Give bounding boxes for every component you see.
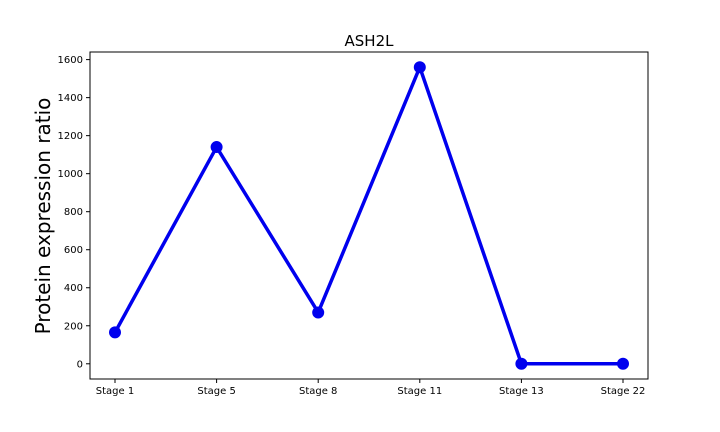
- data-point: [210, 141, 223, 154]
- data-point: [312, 306, 325, 319]
- x-tick-label: Stage 1: [96, 386, 134, 397]
- x-tick-label: Stage 8: [299, 386, 337, 397]
- y-tick-label: 400: [64, 283, 83, 294]
- data-point: [109, 326, 121, 339]
- x-axis-ticks: Stage 1 Stage 5 Stage 8 Stage 11 Stage 13 Sta…: [96, 379, 646, 397]
- plot-area-frame: [89, 51, 649, 380]
- y-tick-label: 0: [77, 359, 83, 370]
- y-tick-label: 200: [64, 321, 83, 332]
- series-layer: [109, 61, 629, 370]
- y-axis-ticks: 0 200 400 600 800 1000 1200 1400 1600: [58, 55, 90, 370]
- y-tick-label: 1600: [58, 55, 83, 66]
- series-line: [113, 62, 623, 366]
- data-point: [617, 357, 629, 370]
- data-point: [413, 61, 426, 74]
- y-tick-label: 1400: [58, 93, 83, 104]
- y-tick-label: 1200: [58, 131, 83, 142]
- y-tick-label: 800: [64, 207, 83, 218]
- data-point: [515, 357, 528, 370]
- x-tick-label: Stage 5: [197, 386, 235, 397]
- chart-title: ASH2L: [345, 32, 395, 50]
- x-tick-label: Stage 22: [601, 386, 646, 397]
- x-tick-label: Stage 13: [499, 386, 544, 397]
- y-tick-label: 600: [64, 245, 83, 256]
- y-axis-label: Protein expression ratio: [31, 98, 55, 335]
- x-tick-label: Stage 11: [397, 386, 442, 397]
- y-tick-label: 1000: [58, 169, 83, 180]
